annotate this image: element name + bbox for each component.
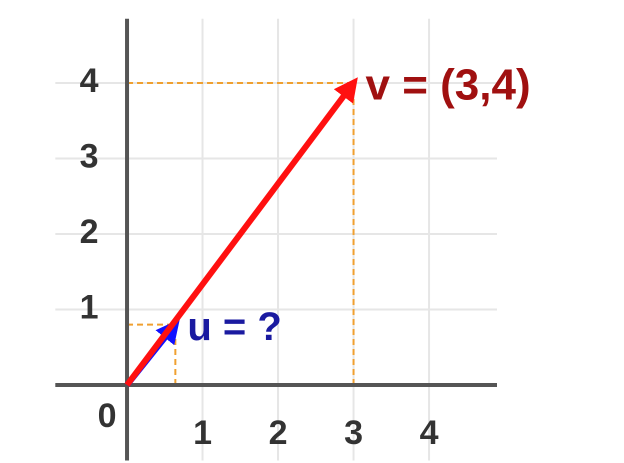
y-tick-label: 2 <box>80 213 99 251</box>
origin-tick-label: 0 <box>98 397 117 435</box>
vector-label: v = (3,4) <box>366 61 531 110</box>
x-tick-label: 4 <box>420 414 439 452</box>
x-tick-label: 1 <box>193 414 212 452</box>
y-tick-label: 3 <box>80 137 99 175</box>
x-tick-label: 3 <box>344 414 363 452</box>
y-tick-label: 1 <box>80 288 99 326</box>
y-tick-label: 4 <box>80 62 99 100</box>
x-tick-label: 2 <box>269 414 288 452</box>
vector-arrow <box>124 77 358 387</box>
vector-label: u = ? <box>187 305 281 349</box>
